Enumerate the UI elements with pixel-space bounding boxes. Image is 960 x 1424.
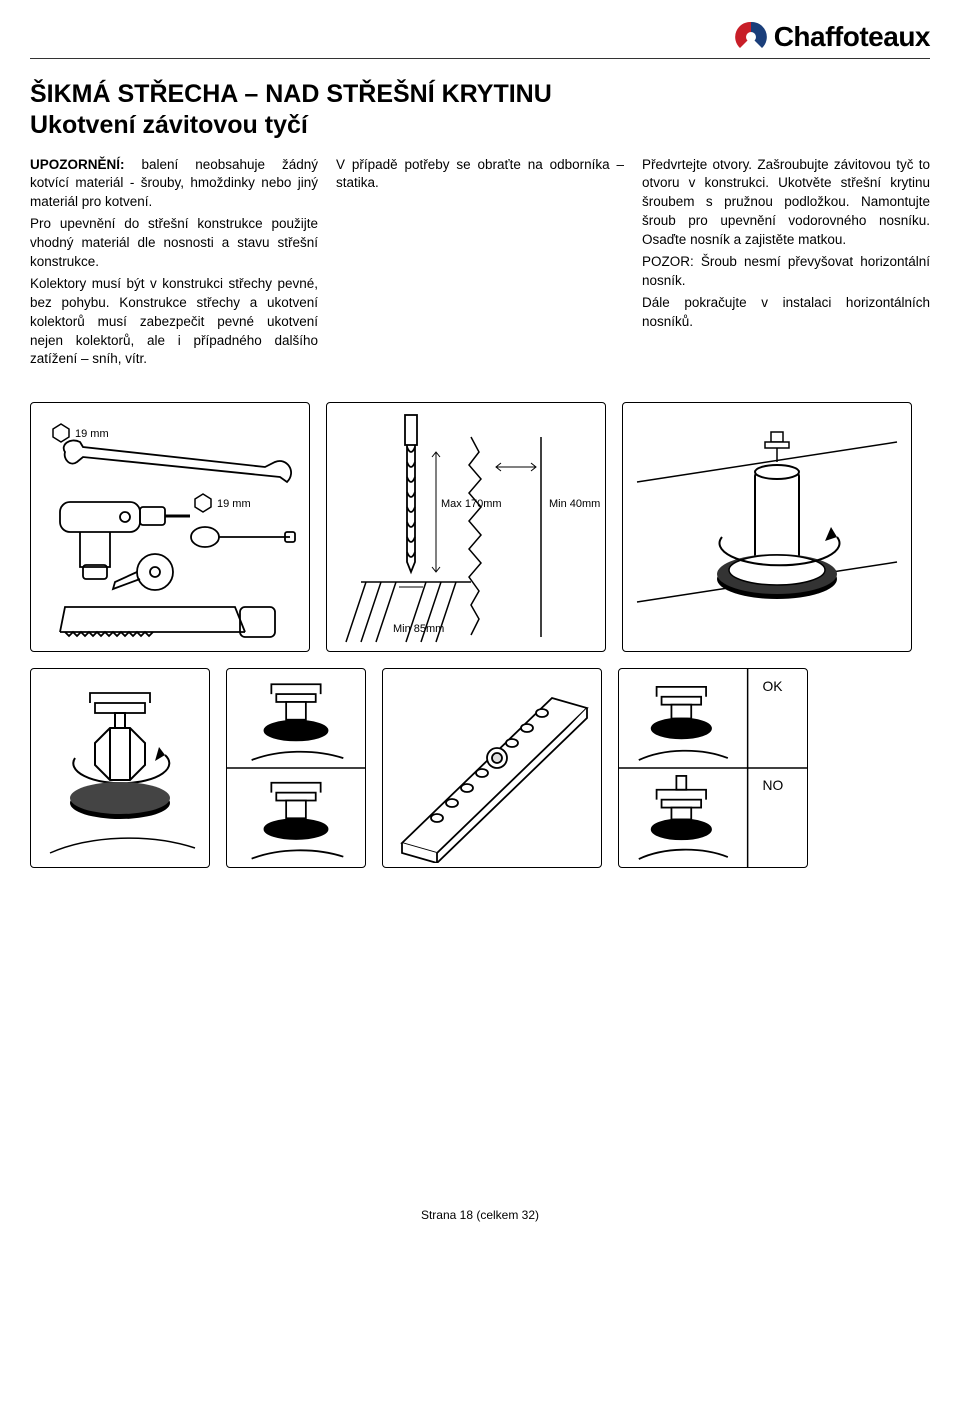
brand-logo: Chaffoteaux bbox=[734, 20, 930, 54]
col1-p3: Kolektory musí být v konstrukci střechy … bbox=[30, 275, 318, 369]
warning-lead: UPOZORNĚNÍ: bbox=[30, 157, 125, 172]
max-depth-label: Max 170mm bbox=[441, 498, 502, 510]
page-header: Chaffoteaux bbox=[30, 20, 930, 59]
brand-name: Chaffoteaux bbox=[774, 21, 930, 53]
diagrams-row-2: OK NO bbox=[30, 668, 930, 868]
rail-diagram bbox=[382, 668, 602, 868]
wrench-size-label: 19 mm bbox=[75, 428, 109, 440]
page-title-line2: Ukotvení závitovou tyčí bbox=[30, 110, 930, 141]
no-label: NO bbox=[762, 777, 783, 793]
drill-depth-diagram: Max 170mm Min 40mm Min 85mm bbox=[326, 402, 606, 652]
page-title-line1: ŠIKMÁ STŘECHA – NAD STŘEŠNÍ KRYTINU bbox=[30, 79, 930, 110]
bolt-mount-diagram bbox=[622, 402, 912, 652]
tools-diagram: 19 mm 19 mm bbox=[30, 402, 310, 652]
col3-p1: Předvrtejte otvory. Zašroubujte závitovo… bbox=[642, 156, 930, 250]
ok-label: OK bbox=[762, 678, 783, 694]
logo-icon bbox=[734, 20, 768, 54]
col1-p2: Pro upevnění do střešní konstrukce použi… bbox=[30, 215, 318, 272]
column-3: Předvrtejte otvory. Zašroubujte závitovo… bbox=[642, 156, 930, 373]
text-columns: UPOZORNĚNÍ: balení neobsahuje žádný kotv… bbox=[30, 156, 930, 373]
ok-no-diagram: OK NO bbox=[618, 668, 808, 868]
diagrams-row-1: 19 mm 19 mm bbox=[30, 402, 930, 652]
title-block: ŠIKMÁ STŘECHA – NAD STŘEŠNÍ KRYTINU Ukot… bbox=[30, 79, 930, 142]
socket-size-label: 19 mm bbox=[217, 498, 251, 510]
col3-p2: POZOR: Šroub nesmí převyšovat horizontál… bbox=[642, 253, 930, 291]
col2-p1: V případě potřeby se obraťte na odborník… bbox=[336, 156, 624, 194]
column-2: V případě potřeby se obraťte na odborník… bbox=[336, 156, 624, 373]
nut-rotation-diagram bbox=[30, 668, 210, 868]
page-footer: Strana 18 (celkem 32) bbox=[30, 1208, 930, 1222]
min-from-edge-label: Min 85mm bbox=[393, 623, 444, 635]
min-edge-label: Min 40mm bbox=[549, 498, 600, 510]
column-1: UPOZORNĚNÍ: balení neobsahuje žádný kotv… bbox=[30, 156, 318, 373]
bracket-stacked-diagram bbox=[226, 668, 366, 868]
col3-p3: Dále pokračujte v instalaci horizontální… bbox=[642, 294, 930, 332]
